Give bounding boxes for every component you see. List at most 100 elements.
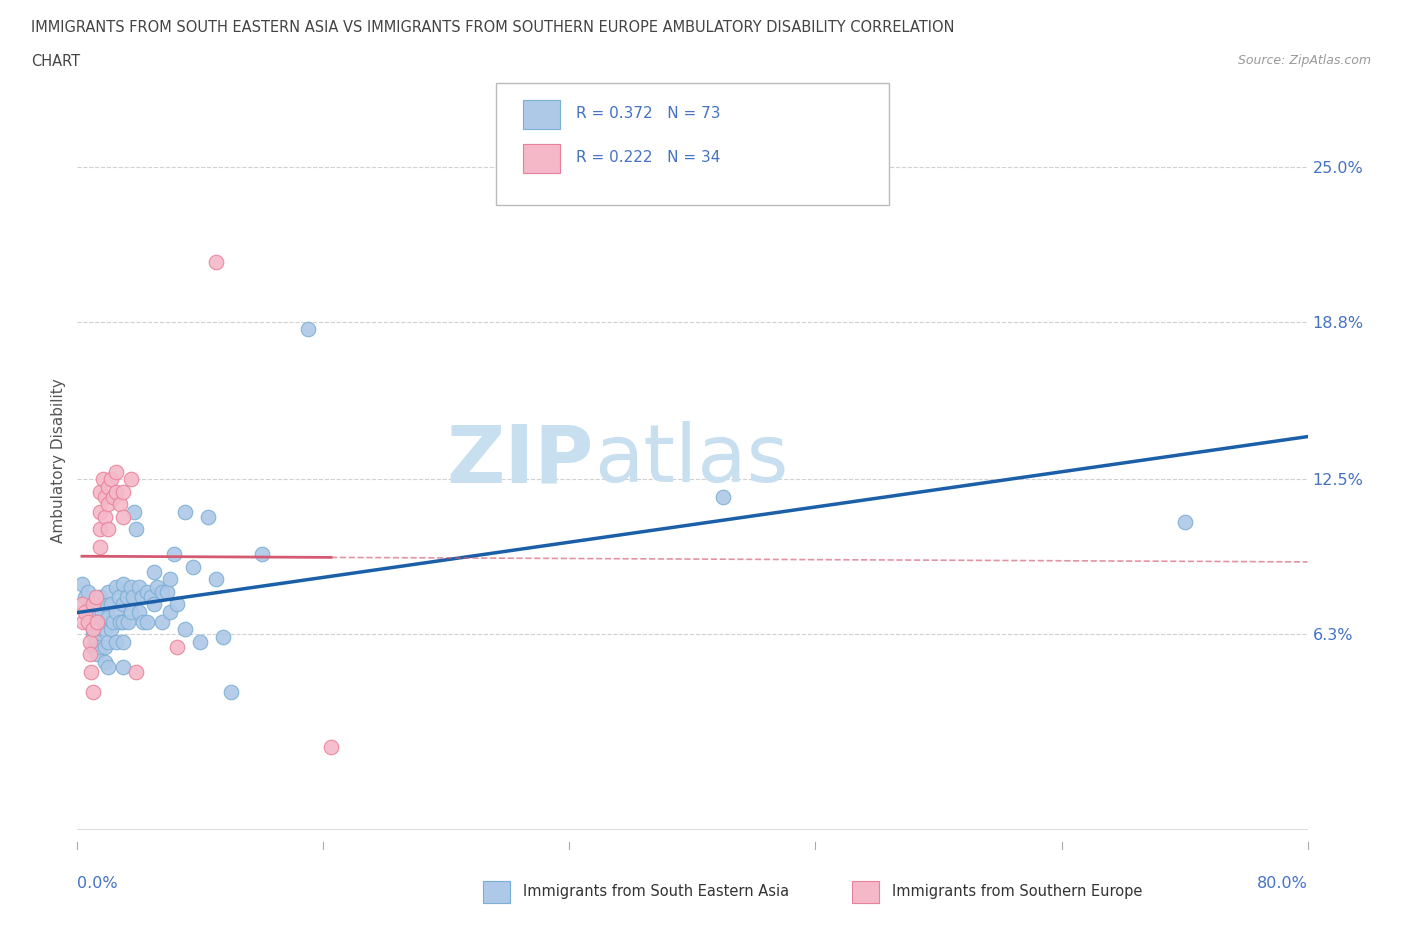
Point bbox=[89, 590, 111, 604]
Point bbox=[163, 547, 186, 562]
Point bbox=[135, 614, 157, 629]
Point bbox=[297, 322, 319, 337]
Point bbox=[73, 604, 96, 619]
Point bbox=[80, 614, 103, 629]
Point bbox=[166, 597, 188, 612]
Point bbox=[115, 590, 138, 604]
Point bbox=[89, 504, 111, 519]
Point bbox=[121, 590, 143, 604]
Point bbox=[93, 472, 115, 486]
Point bbox=[122, 504, 145, 519]
Point bbox=[84, 590, 107, 604]
Text: Immigrants from South Eastern Asia: Immigrants from South Eastern Asia bbox=[523, 884, 789, 898]
Point bbox=[97, 659, 120, 674]
Point bbox=[108, 590, 131, 604]
Point bbox=[104, 485, 127, 499]
Text: ZIP: ZIP bbox=[447, 421, 595, 499]
Point bbox=[82, 639, 104, 654]
Point bbox=[204, 254, 226, 269]
Point bbox=[70, 577, 93, 591]
Point bbox=[100, 597, 122, 612]
Point bbox=[174, 504, 197, 519]
Point bbox=[135, 584, 157, 599]
Point bbox=[711, 489, 734, 504]
Point bbox=[112, 597, 135, 612]
Point bbox=[89, 539, 111, 554]
Point bbox=[150, 614, 173, 629]
Point bbox=[82, 597, 104, 612]
Point bbox=[82, 627, 104, 642]
Bar bbox=[852, 882, 880, 903]
Point bbox=[94, 639, 117, 654]
Point bbox=[1174, 514, 1197, 529]
Text: 0.0%: 0.0% bbox=[77, 876, 118, 891]
Point bbox=[132, 614, 155, 629]
Point bbox=[97, 479, 120, 494]
Point bbox=[146, 579, 169, 594]
Text: IMMIGRANTS FROM SOUTH EASTERN ASIA VS IMMIGRANTS FROM SOUTHERN EUROPE AMBULATORY: IMMIGRANTS FROM SOUTH EASTERN ASIA VS IM… bbox=[31, 20, 955, 35]
Point bbox=[143, 565, 166, 579]
Point bbox=[112, 485, 135, 499]
Point bbox=[197, 509, 219, 524]
Bar bbox=[523, 144, 560, 173]
Point bbox=[166, 639, 188, 654]
Text: Immigrants from Southern Europe: Immigrants from Southern Europe bbox=[891, 884, 1142, 898]
Text: R = 0.372   N = 73: R = 0.372 N = 73 bbox=[575, 106, 720, 121]
Point bbox=[319, 739, 342, 754]
Point bbox=[86, 646, 108, 661]
Point bbox=[82, 621, 104, 636]
Point bbox=[89, 639, 111, 654]
Point bbox=[101, 614, 124, 629]
Point bbox=[112, 577, 135, 591]
Point bbox=[94, 621, 117, 636]
Point bbox=[90, 604, 114, 619]
FancyBboxPatch shape bbox=[496, 83, 890, 205]
Point bbox=[112, 659, 135, 674]
Point bbox=[112, 614, 135, 629]
Point bbox=[104, 579, 127, 594]
Bar bbox=[484, 882, 510, 903]
Point bbox=[128, 579, 150, 594]
Point bbox=[120, 472, 142, 486]
Point bbox=[97, 634, 120, 649]
Point bbox=[101, 489, 124, 504]
Point bbox=[82, 621, 104, 636]
Point bbox=[188, 634, 212, 649]
Text: R = 0.222   N = 34: R = 0.222 N = 34 bbox=[575, 150, 720, 166]
Point bbox=[70, 597, 93, 612]
Point bbox=[150, 584, 173, 599]
Point bbox=[84, 609, 107, 624]
Y-axis label: Ambulatory Disability: Ambulatory Disability bbox=[51, 378, 66, 543]
Text: CHART: CHART bbox=[31, 54, 80, 69]
Text: atlas: atlas bbox=[595, 421, 789, 499]
Bar bbox=[484, 882, 510, 903]
Point bbox=[80, 664, 103, 679]
Point bbox=[117, 614, 139, 629]
Point bbox=[79, 604, 101, 619]
Point bbox=[97, 497, 120, 512]
Bar bbox=[523, 100, 560, 128]
Bar bbox=[523, 100, 560, 128]
Point bbox=[72, 614, 94, 629]
Point bbox=[104, 604, 127, 619]
Point bbox=[120, 579, 142, 594]
Point bbox=[97, 609, 120, 624]
Point bbox=[82, 597, 104, 612]
Point bbox=[159, 604, 181, 619]
Point bbox=[94, 489, 117, 504]
Point bbox=[204, 572, 226, 587]
Text: Source: ZipAtlas.com: Source: ZipAtlas.com bbox=[1237, 54, 1371, 67]
Point bbox=[100, 472, 122, 486]
Point bbox=[94, 597, 117, 612]
Point bbox=[125, 522, 148, 537]
Text: 80.0%: 80.0% bbox=[1257, 876, 1308, 891]
Point bbox=[79, 634, 101, 649]
Point bbox=[141, 590, 163, 604]
Point bbox=[110, 497, 132, 512]
Point bbox=[219, 684, 242, 699]
Point bbox=[84, 634, 107, 649]
Point bbox=[155, 584, 177, 599]
Point bbox=[86, 614, 108, 629]
Bar bbox=[852, 882, 880, 903]
Point bbox=[250, 547, 273, 562]
